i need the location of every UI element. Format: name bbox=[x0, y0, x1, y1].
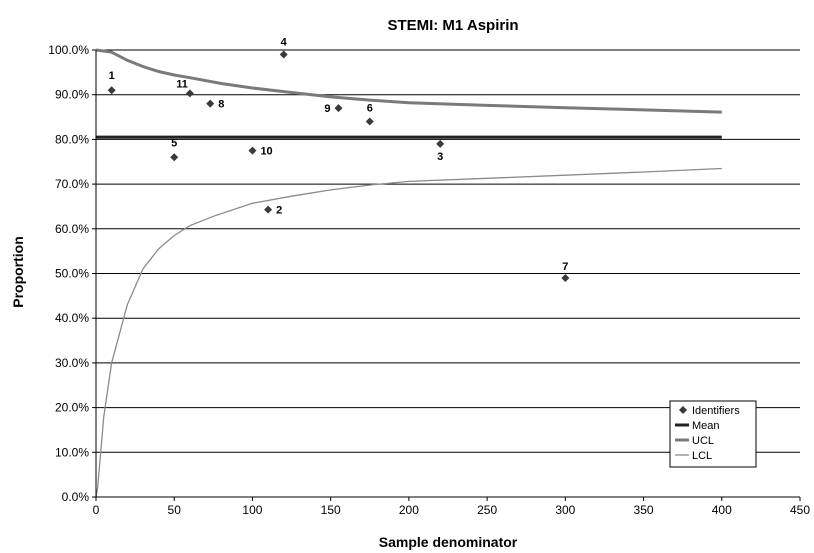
data-points: 1 2 3 4 5 6 7 8 9 10 11 bbox=[107, 36, 570, 282]
y-tick-label: 0.0% bbox=[62, 490, 90, 504]
x-tick-label: 150 bbox=[321, 503, 341, 517]
data-point-diamond bbox=[334, 104, 343, 113]
y-tick-label: 50.0% bbox=[55, 267, 89, 281]
y-tick-label: 30.0% bbox=[55, 356, 89, 370]
y-tick-label: 100.0% bbox=[48, 43, 89, 57]
data-point-diamond bbox=[170, 153, 179, 162]
data-point-diamond bbox=[264, 205, 273, 214]
x-tick-label: 350 bbox=[634, 503, 654, 517]
control-lines bbox=[95, 48, 722, 498]
data-point-diamond bbox=[185, 89, 194, 98]
x-tick-label: 450 bbox=[790, 503, 810, 517]
data-point-diamond bbox=[436, 139, 445, 148]
data-point-label: 11 bbox=[176, 78, 188, 90]
axes bbox=[92, 49, 801, 501]
data-point-diamond bbox=[206, 99, 215, 108]
legend: Identifiers Mean UCL LCL bbox=[669, 400, 757, 468]
x-tick-label: 100 bbox=[242, 503, 262, 517]
x-tick-labels: 0 50 100 150 200 250 300 350 400 450 bbox=[93, 503, 811, 517]
data-point-label: 10 bbox=[260, 146, 272, 158]
gridlines bbox=[96, 49, 800, 453]
data-point-diamond bbox=[365, 117, 374, 126]
x-tick-label: 50 bbox=[168, 503, 182, 517]
x-tick-label: 200 bbox=[399, 503, 419, 517]
legend-identifiers: Identifiers bbox=[692, 405, 740, 417]
data-point-diamond bbox=[248, 146, 257, 155]
data-point-label: 4 bbox=[281, 36, 288, 48]
legend-lcl: LCL bbox=[692, 450, 712, 462]
y-tick-label: 40.0% bbox=[55, 311, 89, 325]
data-point-label: 3 bbox=[437, 151, 443, 163]
y-axis-label: Proportion bbox=[10, 236, 26, 308]
data-point-label: 1 bbox=[109, 70, 115, 82]
ucl-line bbox=[95, 48, 722, 114]
data-point-label: 9 bbox=[324, 103, 330, 115]
x-tick-label: 300 bbox=[555, 503, 575, 517]
data-point-label: 5 bbox=[171, 137, 177, 149]
x-tick-label: 400 bbox=[712, 503, 732, 517]
y-tick-label: 70.0% bbox=[55, 177, 89, 191]
legend-diamond-icon bbox=[679, 406, 687, 414]
y-tick-labels: 0.0% 10.0% 20.0% 30.0% 40.0% 50.0% 60.0% 70.0% 8… bbox=[48, 43, 89, 504]
data-point-diamond bbox=[561, 273, 570, 282]
data-point-label: 7 bbox=[562, 261, 568, 273]
lcl-line bbox=[95, 167, 722, 498]
chart-title: STEMI: M1 Aspirin bbox=[387, 17, 518, 34]
data-point-label: 8 bbox=[218, 99, 224, 111]
y-tick-label: 10.0% bbox=[55, 445, 89, 459]
x-tick-label: 0 bbox=[93, 503, 100, 517]
x-axis-label: Sample denominator bbox=[379, 534, 518, 550]
y-tick-label: 80.0% bbox=[55, 132, 89, 146]
data-point-diamond bbox=[279, 50, 288, 59]
x-tick-label: 250 bbox=[477, 503, 497, 517]
data-point-label: 2 bbox=[276, 205, 282, 217]
legend-mean: Mean bbox=[692, 420, 720, 432]
data-point-label: 6 bbox=[367, 103, 373, 115]
y-tick-label: 60.0% bbox=[55, 222, 89, 236]
y-tick-label: 20.0% bbox=[55, 401, 89, 415]
legend-ucl: UCL bbox=[692, 435, 714, 447]
y-tick-label: 90.0% bbox=[55, 88, 89, 102]
data-point-diamond bbox=[107, 86, 116, 95]
